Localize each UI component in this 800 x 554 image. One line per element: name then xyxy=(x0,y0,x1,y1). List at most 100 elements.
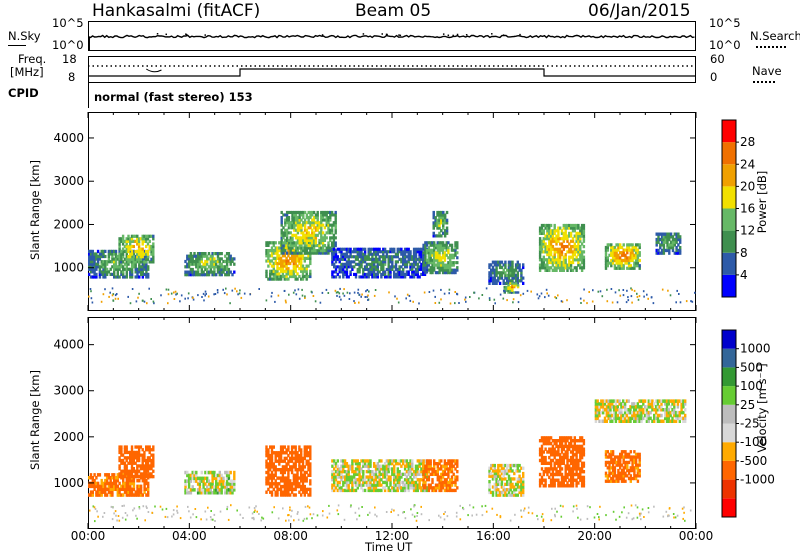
velocity-echo-region xyxy=(538,436,586,488)
station-title: Hankasalmi (fitACF) xyxy=(92,1,261,21)
nsearch-noise-dot xyxy=(386,33,388,36)
cpid-label: CPID xyxy=(8,86,39,100)
frequency-line xyxy=(88,68,696,77)
nsky-noise-line xyxy=(88,34,695,51)
y-tick-label: 2000 xyxy=(53,217,84,231)
colorbar-segment xyxy=(722,386,736,405)
colorbar-tick-label: 24 xyxy=(740,157,755,171)
freq-unit-label: [MHz] xyxy=(10,65,44,79)
y-tick-label: 4000 xyxy=(53,338,84,352)
velocity-near-range-speckle xyxy=(88,504,692,523)
nsky-label: N.Sky xyxy=(8,29,41,43)
colorbar-tick-label: 100 xyxy=(740,379,763,393)
noise-tick-high-left: 10^5 xyxy=(52,16,84,30)
y-tick-label: 1000 xyxy=(53,476,84,490)
colorbar-tick-label: -100 xyxy=(740,435,767,449)
y-tick-label: 4000 xyxy=(53,131,84,145)
colorbar-tick-label: -1000 xyxy=(740,473,775,487)
power-echo-region xyxy=(422,241,459,275)
colorbar-segment xyxy=(722,230,736,253)
colorbar-tick-label: 4 xyxy=(740,268,748,282)
nsearch-noise-dot xyxy=(442,33,445,35)
power-echo-region xyxy=(280,210,337,255)
velocity-echo-region xyxy=(118,445,155,479)
colorbar-segment xyxy=(722,404,736,424)
freq-tick-high: 18 xyxy=(62,52,77,66)
nave-line-sample xyxy=(753,81,775,83)
x-tick-label: 00:00 xyxy=(679,529,714,543)
velocity-echo-region xyxy=(422,459,459,493)
nsearch-noise-dot xyxy=(491,33,493,35)
colorbar-segment xyxy=(722,367,736,387)
power-echo-region xyxy=(88,249,150,279)
nsearch-noise-dot xyxy=(156,33,159,35)
colorbar-segment xyxy=(722,252,736,275)
colorbar-tick-label: 16 xyxy=(740,202,755,216)
nsearch-noise-dot xyxy=(399,34,402,37)
velocity-echo-region xyxy=(488,463,525,497)
cpid-left-marker xyxy=(88,83,89,108)
nsearch-noise-dot xyxy=(165,33,167,36)
power-echo-region xyxy=(265,241,312,281)
x-tick-label: 12:00 xyxy=(375,529,410,543)
colorbar-tick-label: 8 xyxy=(740,246,748,260)
y-tick-label: 3000 xyxy=(53,384,84,398)
power-echo-region xyxy=(331,247,429,279)
velocity-echo-region xyxy=(594,399,687,423)
velocity-echo-region xyxy=(184,470,236,495)
freq-tick-low: 8 xyxy=(68,70,76,84)
nsearch-noise-dot xyxy=(185,33,187,35)
power-echo-region xyxy=(655,232,682,255)
colorbar-segment xyxy=(722,479,736,499)
colorbar-segment xyxy=(722,120,736,143)
x-tick-label: 08:00 xyxy=(273,529,308,543)
power-echo-region xyxy=(184,252,236,277)
power-echo-region xyxy=(488,260,525,285)
nsearch-label: N.Search xyxy=(750,29,800,43)
colorbar-tick-label: 20 xyxy=(740,179,755,193)
y-tick-label: 1000 xyxy=(53,261,84,275)
nsearch-noise-dot xyxy=(185,34,188,36)
noise-panel xyxy=(88,21,696,51)
power-echo-region xyxy=(538,223,586,272)
nave-dip xyxy=(145,68,162,73)
nave-tick-low: 0 xyxy=(710,70,718,84)
x-tick-label: 16:00 xyxy=(476,529,511,543)
nsearch-noise-dot xyxy=(381,33,383,35)
colorbar-segment xyxy=(722,460,736,480)
nsearch-noise-dot xyxy=(447,34,450,37)
x-tick-label: 20:00 xyxy=(577,529,612,543)
colorbar-segment xyxy=(722,330,736,349)
date-title: 06/Jan/2015 xyxy=(588,1,691,21)
cpid-value: normal (fast stereo) 153 xyxy=(94,90,253,104)
colorbar-tick-label: 1000 xyxy=(740,342,771,356)
nsky-line-sample xyxy=(8,45,26,46)
y-tick-label: 3000 xyxy=(53,174,84,188)
nsearch-noise-dot xyxy=(519,33,521,36)
nave-tick-high: 60 xyxy=(710,52,725,66)
colorbar-tick-label: 25 xyxy=(740,398,755,412)
colorbar-tick-label: 12 xyxy=(740,224,755,238)
nsearch-line-sample xyxy=(756,46,786,48)
colorbar-tick-label: 28 xyxy=(740,135,755,149)
colorbar-segment xyxy=(722,498,736,517)
colorbar-segment xyxy=(722,164,736,187)
colorbar-segment xyxy=(722,442,736,461)
nsearch-noise-dot xyxy=(465,34,468,36)
velocity-echo-region xyxy=(265,445,312,497)
beam-title: Beam 05 xyxy=(355,1,432,21)
x-tick-label: 00:00 xyxy=(71,529,106,543)
colorbar-segment xyxy=(722,142,736,165)
colorbar-tick-label: -25 xyxy=(740,417,760,431)
power-echo-region xyxy=(604,243,641,270)
nave-label: Nave xyxy=(752,64,782,78)
x-axis-label: Time UT xyxy=(365,540,413,554)
colorbar-segment xyxy=(722,208,736,231)
nsearch-noise-dot xyxy=(502,34,505,36)
colorbar-segment xyxy=(722,348,736,368)
colorbar-segment xyxy=(722,423,736,443)
noise-tick-low-left: 10^0 xyxy=(52,38,84,52)
freq-label: Freq. xyxy=(18,52,47,66)
noise-tick-low-right: 10^0 xyxy=(709,38,741,52)
